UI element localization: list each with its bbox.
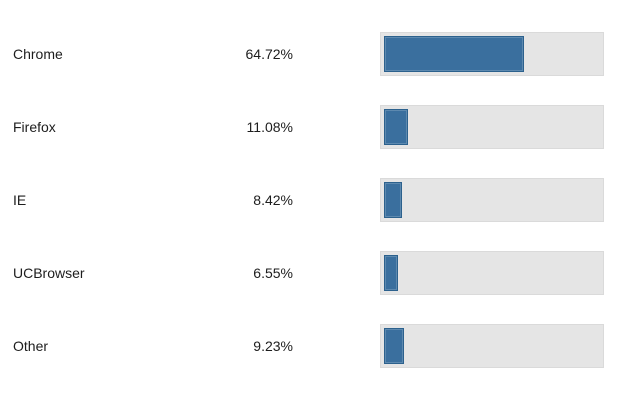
browser-label: Firefox: [13, 119, 56, 135]
bar-track: [380, 324, 604, 368]
bar-row-ie: IE 8.42%: [0, 178, 624, 222]
browser-label: Other: [13, 338, 49, 354]
percent-value: 6.55%: [253, 265, 293, 281]
bar-fill: [384, 109, 408, 145]
bar-fill: [384, 255, 399, 291]
bar-row-chrome: Chrome 64.72%: [0, 32, 624, 76]
bar-track: [380, 32, 604, 76]
bar-track: [380, 105, 604, 149]
percent-value: 64.72%: [245, 46, 293, 62]
percent-value: 9.23%: [253, 338, 293, 354]
bar-row-other: Other 9.23%: [0, 324, 624, 368]
bar-row-firefox: Firefox 11.08%: [0, 105, 624, 149]
bar-fill: [384, 328, 404, 364]
browser-label: Chrome: [13, 46, 63, 62]
bar-track: [380, 251, 604, 295]
browser-label: IE: [13, 192, 27, 208]
bar-row-ucbrowser: UCBrowser 6.55%: [0, 251, 624, 295]
bar-fill: [384, 182, 403, 218]
bar-fill: [384, 36, 524, 72]
percent-value: 11.08%: [246, 119, 293, 135]
browser-label: UCBrowser: [13, 265, 85, 281]
bar-track: [380, 178, 604, 222]
percent-value: 8.42%: [253, 192, 293, 208]
